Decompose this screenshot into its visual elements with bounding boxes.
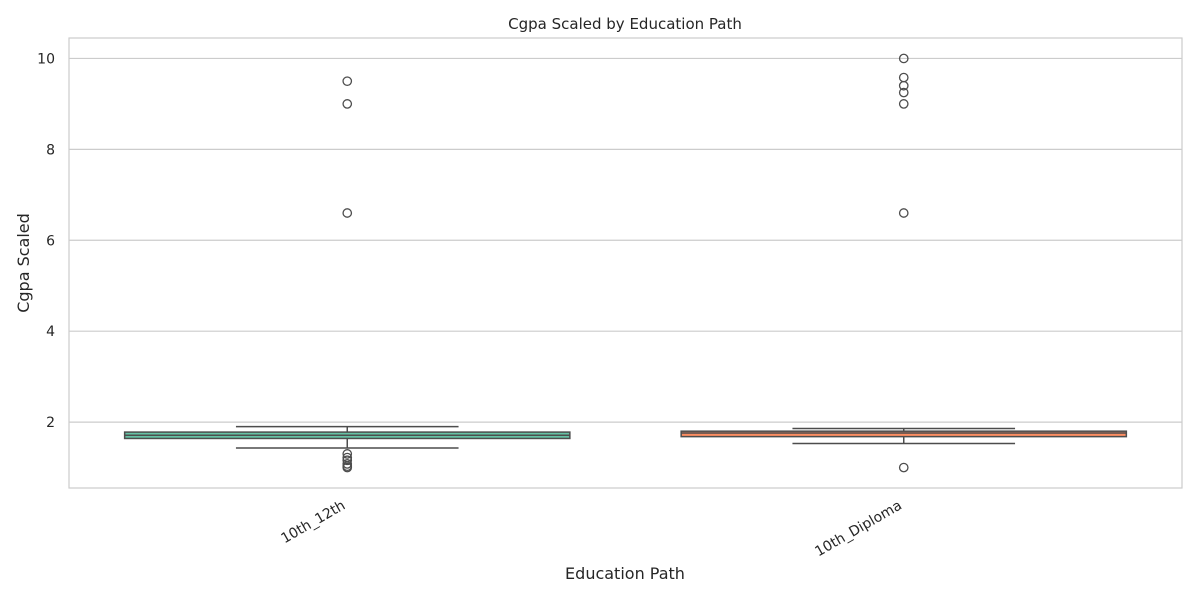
box-iqr [680, 430, 1128, 438]
outlier-point [342, 99, 353, 109]
plot-frame [68, 37, 1183, 489]
box-group [123, 76, 571, 473]
outlier-point [342, 208, 353, 218]
outlier-point [898, 99, 909, 109]
y-tick-label: 6 [46, 233, 55, 249]
x-axis-label: Education Path [565, 564, 685, 583]
box-group [680, 53, 1128, 473]
chart-title: Cgpa Scaled by Education Path [508, 15, 742, 33]
outlier-point [342, 76, 353, 87]
outlier-point [898, 208, 909, 218]
grid-lines [69, 57, 1182, 423]
outlier-point [342, 462, 353, 473]
y-tick-label: 10 [37, 51, 55, 67]
outlier-point [898, 87, 909, 98]
y-tick-label: 8 [46, 142, 55, 158]
y-axis-label: Cgpa Scaled [14, 213, 33, 313]
plot-area [123, 53, 1128, 473]
outlier-point [898, 80, 909, 91]
y-tick-label: 4 [46, 324, 55, 340]
outlier-point [342, 455, 353, 466]
outlier-point [898, 462, 909, 473]
y-tick-label: 2 [46, 415, 55, 431]
outlier-point [342, 449, 353, 459]
outlier-point [898, 53, 909, 64]
